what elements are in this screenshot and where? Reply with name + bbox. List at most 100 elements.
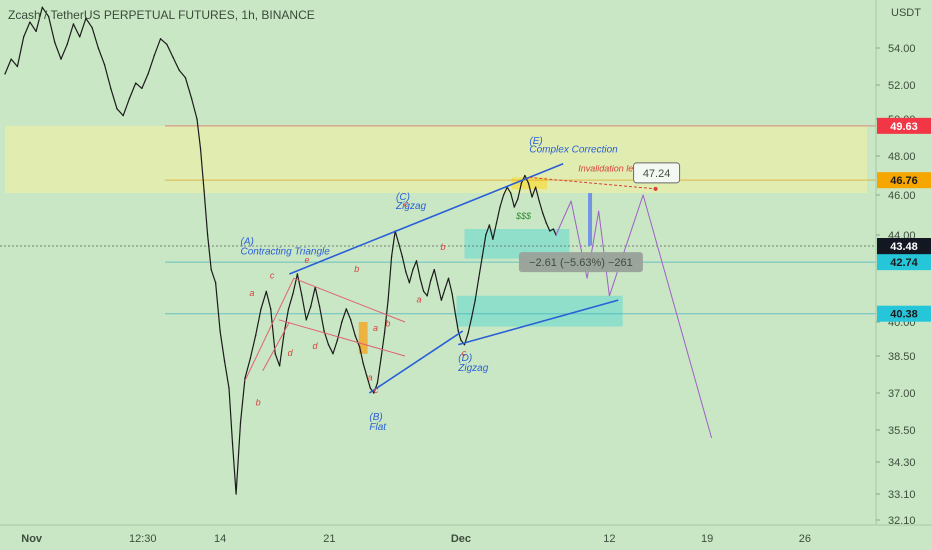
- price-badge: 49.63: [877, 117, 931, 134]
- projection-path: [555, 194, 713, 439]
- price-point: [244, 377, 246, 379]
- wave-label: (A): [241, 237, 254, 248]
- price-point: [54, 41, 56, 44]
- price-point: [499, 206, 501, 208]
- triangle-line: [293, 277, 406, 323]
- trendline: [368, 330, 464, 394]
- y-tick-label: 32.10: [888, 515, 916, 527]
- price-point: [301, 295, 303, 297]
- y-tick-label: 46.00: [888, 190, 916, 202]
- price-point: [531, 196, 533, 198]
- price-point: [408, 282, 410, 284]
- price-point: [172, 56, 174, 58]
- wave-label: c: [270, 270, 275, 280]
- price-point: [283, 332, 285, 334]
- price-point: [455, 314, 457, 317]
- price-point: [219, 330, 221, 332]
- price-badge-box: [877, 305, 931, 322]
- price-point: [116, 108, 118, 110]
- price-point: [534, 186, 537, 188]
- y-tick-label: 52.00: [888, 80, 916, 92]
- price-badge-box: [877, 238, 931, 254]
- callout-value: 47.24: [643, 168, 671, 180]
- price-point: [430, 279, 432, 282]
- price-point: [270, 308, 272, 310]
- price-point: [41, 6, 43, 8]
- measure-box[interactable]: [518, 252, 643, 273]
- wave-label: b: [354, 264, 359, 274]
- price-point: [405, 271, 407, 273]
- price-point: [323, 330, 325, 332]
- wave-label: c: [404, 199, 409, 209]
- price-point: [495, 222, 498, 224]
- price-point: [423, 290, 425, 293]
- wave-label: Zigzag: [457, 363, 488, 374]
- currency-label: USDT: [891, 7, 921, 19]
- price-point: [457, 330, 459, 332]
- y-tick-label: 33.10: [888, 489, 916, 501]
- price-point: [249, 357, 251, 360]
- price-point: [524, 174, 526, 177]
- price-point: [128, 98, 131, 100]
- price-point: [510, 192, 512, 194]
- price-point: [147, 73, 149, 75]
- price-point: [97, 47, 99, 49]
- price-point: [79, 36, 81, 38]
- price-axis[interactable]: [876, 0, 932, 550]
- price-point: [471, 317, 473, 319]
- wave-label: a: [368, 373, 373, 383]
- price-badge-box: [877, 254, 931, 271]
- price-point: [419, 277, 421, 279]
- price-point: [527, 182, 530, 184]
- wave-label: c: [462, 348, 467, 358]
- axis-layer: 54.0052.0050.0048.0046.0044.0040.0038.50…: [21, 43, 931, 545]
- price-point: [141, 87, 143, 89]
- price-point: [274, 353, 276, 355]
- price-point: [341, 321, 343, 323]
- price-point: [184, 77, 187, 79]
- price-point: [60, 58, 62, 60]
- wave-label: (C): [396, 192, 410, 203]
- price-badge-label: 43.48: [890, 241, 918, 253]
- price-point: [10, 58, 12, 60]
- zone-box: [5, 125, 868, 194]
- price-point: [376, 382, 378, 384]
- price-point: [433, 268, 435, 271]
- price-point: [463, 344, 466, 346]
- price-point: [345, 308, 347, 310]
- price-point: [91, 27, 93, 29]
- wave-label: (D): [458, 353, 472, 364]
- price-point: [447, 277, 450, 279]
- price-point: [235, 493, 237, 495]
- price-point: [239, 422, 242, 424]
- price-point: [135, 82, 137, 84]
- price-point: [122, 115, 124, 117]
- price-point: [401, 255, 403, 258]
- price-point: [542, 212, 544, 214]
- x-tick-label: 26: [799, 533, 811, 545]
- price-point: [85, 17, 87, 19]
- triangle-line: [278, 319, 406, 357]
- invalidation-callout[interactable]: 47.24: [633, 162, 681, 184]
- wave-label: a: [249, 288, 254, 298]
- triangle-line: [262, 321, 290, 372]
- wave-label: Zigzag: [395, 201, 426, 212]
- trendline: [458, 299, 619, 346]
- price-point: [391, 255, 393, 258]
- triangle-line: [244, 278, 295, 381]
- price-point: [210, 268, 212, 271]
- y-tick-label: 54.00: [888, 43, 916, 55]
- x-tick-label: 12: [603, 533, 615, 545]
- price-badge-label: 40.38: [890, 309, 918, 321]
- price-point: [287, 308, 290, 310]
- chart-title: Zcash / TetherUS PERPETUAL FUTURES, 1h, …: [8, 8, 315, 22]
- price-point: [231, 442, 234, 444]
- price-point: [265, 290, 267, 293]
- price-point: [513, 206, 515, 208]
- price-point: [383, 332, 386, 334]
- price-point: [332, 353, 334, 355]
- price-point: [178, 69, 180, 71]
